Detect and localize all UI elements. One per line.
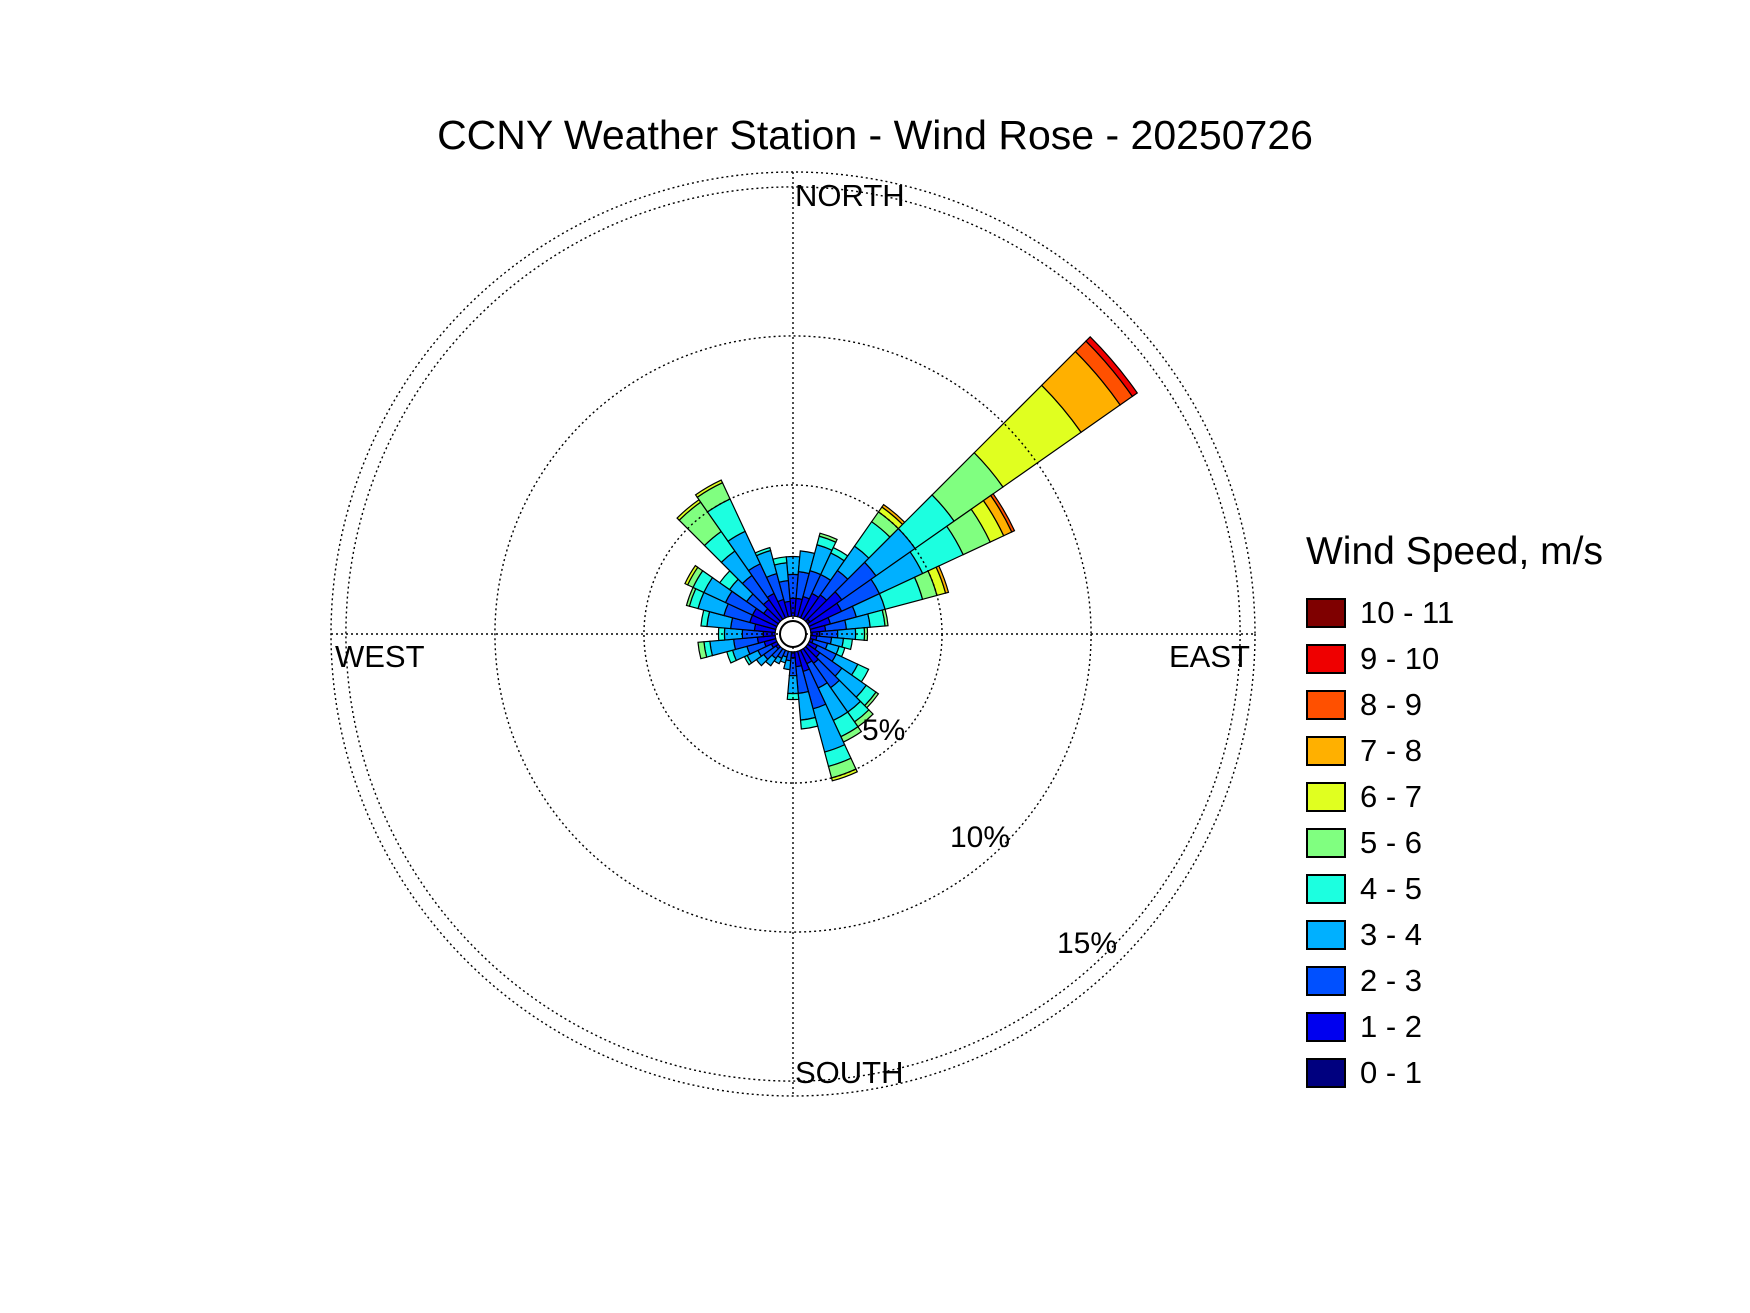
sector-160-speed-bin-6 — [830, 768, 859, 782]
sector-90-speed-bin-5 — [863, 626, 869, 642]
legend-swatch — [1306, 966, 1346, 996]
sector-100-speed-bin-4 — [841, 637, 854, 651]
legend-item: 2 - 3 — [1306, 958, 1603, 1004]
legend-item: 4 - 5 — [1306, 866, 1603, 912]
ring-label-15: 15% — [1057, 927, 1117, 960]
legend-swatch — [1306, 690, 1346, 720]
wind-rose-sectors — [676, 335, 1139, 782]
direction-label-north: NORTH — [795, 178, 905, 213]
legend-swatch — [1306, 828, 1346, 858]
legend-label: 7 - 8 — [1360, 733, 1423, 768]
legend-item: 6 - 7 — [1306, 774, 1603, 820]
legend-label: 9 - 10 — [1360, 641, 1440, 676]
sector-330-speed-bin-6 — [694, 479, 724, 499]
sector-60-speed-bin-8 — [989, 492, 1016, 533]
sector-50-speed-bin-9 — [1085, 335, 1139, 398]
chart-title: CCNY Weather Station - Wind Rose - 20250… — [437, 112, 1313, 158]
sector-20-speed-bin-5 — [818, 532, 838, 543]
legend-label: 3 - 4 — [1360, 917, 1423, 952]
legend-item: 10 - 11 — [1306, 590, 1603, 636]
legend-items: 10 - 11 9 - 10 8 - 9 7 - 8 6 - 7 5 - 6 4 - 5 3 … — [1306, 590, 1603, 1096]
legend-item: 5 - 6 — [1306, 820, 1603, 866]
legend-label: 6 - 7 — [1360, 779, 1423, 814]
legend-swatch — [1306, 920, 1346, 950]
legend-swatch — [1306, 1012, 1346, 1042]
legend-swatch — [1306, 874, 1346, 904]
sector-0-speed-bin-3 — [785, 555, 801, 576]
grid-ring-15 — [345, 186, 1241, 1082]
direction-label-south: SOUTH — [795, 1055, 904, 1090]
legend-item: 1 - 2 — [1306, 1004, 1603, 1050]
sector-350-speed-bin-4 — [772, 556, 788, 566]
direction-label-west: WEST — [335, 639, 425, 674]
ring-label-10: 10% — [950, 821, 1010, 854]
sector-170-speed-bin-4 — [799, 716, 819, 730]
legend-item: 0 - 1 — [1306, 1050, 1603, 1096]
legend-label: 5 - 6 — [1360, 825, 1423, 860]
sector-80-speed-bin-5 — [881, 608, 889, 627]
direction-label-east: EAST — [1169, 639, 1250, 674]
sector-300-speed-bin-6 — [684, 564, 699, 586]
calm-center-circle — [779, 620, 807, 648]
ring-label-5: 5% — [862, 714, 905, 747]
sector-70-speed-bin-7 — [935, 565, 950, 594]
legend-swatch — [1306, 736, 1346, 766]
legend: Wind Speed, m/s 10 - 11 9 - 10 8 - 9 7 - 8 6… — [1306, 530, 1603, 1096]
sector-340-speed-bin-4 — [754, 546, 772, 557]
legend-swatch — [1306, 644, 1346, 674]
legend-label: 4 - 5 — [1360, 871, 1423, 906]
sector-260-speed-bin-5 — [697, 641, 708, 660]
legend-title: Wind Speed, m/s — [1306, 530, 1603, 573]
sector-180-speed-bin-4 — [786, 692, 800, 701]
legend-swatch — [1306, 1058, 1346, 1088]
legend-item: 3 - 4 — [1306, 912, 1603, 958]
legend-item: 7 - 8 — [1306, 728, 1603, 774]
legend-label: 10 - 11 — [1360, 595, 1455, 630]
legend-item: 8 - 9 — [1306, 682, 1603, 728]
legend-label: 0 - 1 — [1360, 1055, 1423, 1090]
legend-swatch — [1306, 782, 1346, 812]
legend-item: 9 - 10 — [1306, 636, 1603, 682]
legend-swatch — [1306, 598, 1346, 628]
legend-label: 1 - 2 — [1360, 1009, 1423, 1044]
legend-label: 2 - 3 — [1360, 963, 1423, 998]
legend-label: 8 - 9 — [1360, 687, 1423, 722]
